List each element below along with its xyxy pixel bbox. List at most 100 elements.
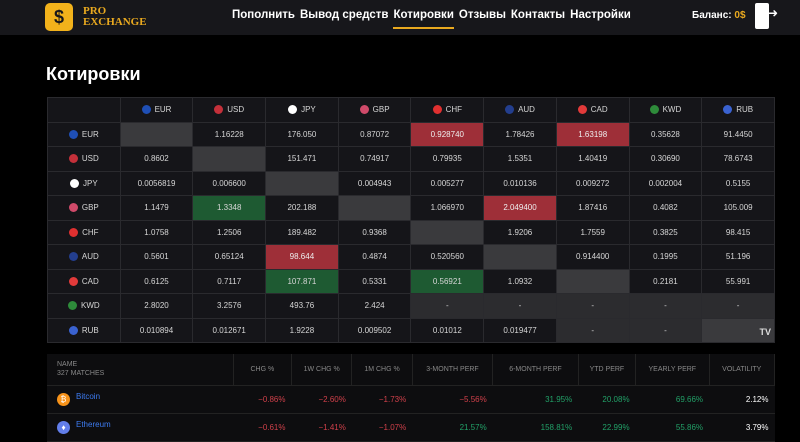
- rate-cell[interactable]: [410, 219, 485, 245]
- column-header[interactable]: USD: [192, 97, 267, 123]
- rate-cell[interactable]: 1.0932: [483, 268, 557, 294]
- rate-cell[interactable]: 0.79935: [410, 146, 485, 172]
- rate-cell[interactable]: 1.3348: [192, 195, 267, 221]
- row-header[interactable]: AUD: [47, 244, 121, 270]
- rate-cell[interactable]: 3.2576: [192, 293, 267, 319]
- column-header[interactable]: CHF: [410, 97, 485, 123]
- rate-cell[interactable]: 0.74917: [337, 146, 412, 172]
- rate-cell[interactable]: 1.63198: [555, 121, 630, 147]
- row-header[interactable]: KWD: [47, 293, 121, 319]
- column-header[interactable]: 1W CHG %: [291, 354, 353, 386]
- rate-cell[interactable]: 91.4450: [701, 121, 775, 147]
- rate-cell[interactable]: 189.482: [265, 219, 339, 245]
- rate-cell[interactable]: [483, 244, 557, 270]
- rate-cell[interactable]: [337, 195, 412, 221]
- rate-cell[interactable]: -: [701, 293, 775, 319]
- rate-cell[interactable]: 0.0056819: [119, 170, 194, 196]
- nav-item[interactable]: Вывод средств: [300, 9, 389, 21]
- rate-cell[interactable]: [701, 317, 775, 343]
- rate-cell[interactable]: 0.012671: [192, 317, 267, 343]
- rate-cell[interactable]: 0.009272: [555, 170, 630, 196]
- rate-cell[interactable]: [555, 268, 630, 294]
- rate-cell[interactable]: 151.471: [265, 146, 339, 172]
- rate-cell[interactable]: -: [628, 317, 703, 343]
- column-header[interactable]: JPY: [265, 97, 339, 123]
- row-header[interactable]: CHF: [47, 219, 121, 245]
- rate-cell[interactable]: 0.1995: [628, 244, 703, 270]
- rate-cell[interactable]: -: [555, 317, 630, 343]
- rate-cell[interactable]: -: [555, 293, 630, 319]
- rate-cell[interactable]: 1.16228: [192, 121, 267, 147]
- nav-item[interactable]: Контакты: [510, 9, 566, 21]
- column-header[interactable]: VOLATILITY: [709, 354, 776, 386]
- rate-cell[interactable]: 0.010894: [119, 317, 194, 343]
- name-header[interactable]: NAME 327 MATCHES: [47, 354, 234, 386]
- rate-cell[interactable]: 1.9228: [265, 317, 339, 343]
- rate-cell[interactable]: 0.004943: [337, 170, 412, 196]
- rate-cell[interactable]: 0.56921: [410, 268, 485, 294]
- rate-cell[interactable]: 107.871: [265, 268, 339, 294]
- column-header[interactable]: KWD: [628, 97, 703, 123]
- column-header[interactable]: 3-MONTH PERF: [412, 354, 494, 386]
- rate-cell[interactable]: 51.196: [701, 244, 775, 270]
- rate-cell[interactable]: 1.9206: [483, 219, 557, 245]
- row-header[interactable]: USD: [47, 146, 121, 172]
- rate-cell[interactable]: -: [410, 293, 485, 319]
- rate-cell[interactable]: 0.7117: [192, 268, 267, 294]
- rate-cell[interactable]: 202.188: [265, 195, 339, 221]
- nav-item[interactable]: Отзывы: [458, 9, 506, 21]
- logout-icon[interactable]: [755, 3, 778, 29]
- row-header[interactable]: EUR: [47, 121, 121, 147]
- rate-cell[interactable]: 0.4874: [337, 244, 412, 270]
- rate-cell[interactable]: 2.424: [337, 293, 412, 319]
- rate-cell[interactable]: 493.76: [265, 293, 339, 319]
- rate-cell[interactable]: 0.01012: [410, 317, 485, 343]
- rate-cell[interactable]: 0.006600: [192, 170, 267, 196]
- rate-cell[interactable]: [192, 146, 267, 172]
- rate-cell[interactable]: 0.009502: [337, 317, 412, 343]
- rate-cell[interactable]: 0.914400: [555, 244, 630, 270]
- rate-cell[interactable]: 105.009: [701, 195, 775, 221]
- asset-name[interactable]: ♦ Ethereum: [47, 413, 234, 442]
- rate-cell[interactable]: 0.9368: [337, 219, 412, 245]
- tradingview-logo[interactable]: TV: [759, 327, 771, 337]
- rate-cell[interactable]: 0.010136: [483, 170, 557, 196]
- rate-cell[interactable]: 1.5351: [483, 146, 557, 172]
- rate-cell[interactable]: [119, 121, 194, 147]
- rate-cell[interactable]: 1.40419: [555, 146, 630, 172]
- rate-cell[interactable]: 0.928740: [410, 121, 485, 147]
- rate-cell[interactable]: 1.87416: [555, 195, 630, 221]
- rate-cell[interactable]: 2.8020: [119, 293, 194, 319]
- rate-cell[interactable]: 55.991: [701, 268, 775, 294]
- rate-cell[interactable]: 0.8602: [119, 146, 194, 172]
- rate-cell[interactable]: 0.005277: [410, 170, 485, 196]
- rate-cell[interactable]: 98.415: [701, 219, 775, 245]
- rate-cell[interactable]: 176.050: [265, 121, 339, 147]
- rate-cell[interactable]: 0.3825: [628, 219, 703, 245]
- column-header[interactable]: AUD: [483, 97, 557, 123]
- rate-cell[interactable]: -: [483, 293, 557, 319]
- rate-cell[interactable]: 0.520560: [410, 244, 485, 270]
- nav-item[interactable]: Настройки: [570, 9, 631, 21]
- rate-cell[interactable]: 1.78426: [483, 121, 557, 147]
- rate-cell[interactable]: 0.30690: [628, 146, 703, 172]
- rate-cell[interactable]: 1.0758: [119, 219, 194, 245]
- rate-cell[interactable]: 0.5331: [337, 268, 412, 294]
- column-header[interactable]: YEARLY PERF: [635, 354, 710, 386]
- column-header[interactable]: CHG %: [233, 354, 293, 386]
- rate-cell[interactable]: 1.7559: [555, 219, 630, 245]
- column-header[interactable]: EUR: [119, 97, 194, 123]
- rate-cell[interactable]: 78.6743: [701, 146, 775, 172]
- rate-cell[interactable]: 0.87072: [337, 121, 412, 147]
- rate-cell[interactable]: 0.5601: [119, 244, 194, 270]
- rate-cell[interactable]: 0.6125: [119, 268, 194, 294]
- column-header[interactable]: GBP: [337, 97, 412, 123]
- row-header[interactable]: JPY: [47, 170, 121, 196]
- rate-cell[interactable]: -: [628, 293, 703, 319]
- column-header[interactable]: 6-MONTH PERF: [492, 354, 579, 386]
- column-header[interactable]: YTD PERF: [578, 354, 637, 386]
- brand[interactable]: PRO EXCHANGE: [83, 5, 147, 28]
- rate-cell[interactable]: 0.002004: [628, 170, 703, 196]
- column-header[interactable]: CAD: [555, 97, 630, 123]
- logo-icon[interactable]: $: [45, 3, 73, 31]
